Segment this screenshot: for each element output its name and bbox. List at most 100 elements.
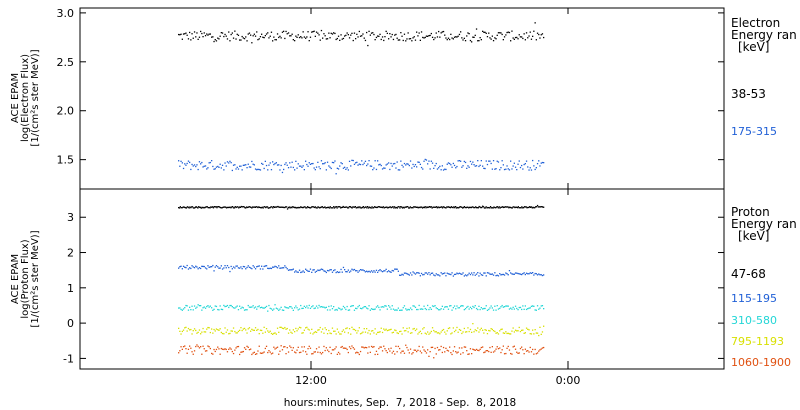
proton-point-310-580 (323, 306, 325, 308)
electron-point-38-53 (447, 37, 450, 39)
electron-point-175-315 (270, 169, 273, 171)
proton-point-47-68 (326, 207, 328, 209)
proton-point-795-1193 (375, 333, 378, 335)
electron-point-175-315 (507, 168, 509, 170)
electron-point-38-53 (368, 30, 370, 32)
proton-point-47-68 (435, 206, 437, 208)
proton-point-115-195 (348, 271, 351, 273)
proton-point-47-68 (191, 206, 194, 208)
proton-point-795-1193 (298, 326, 301, 328)
proton-point-310-580 (397, 307, 399, 309)
proton-point-1060-1900 (362, 346, 364, 348)
proton-point-115-195 (536, 274, 539, 276)
proton-point-795-1193 (524, 332, 526, 334)
electron-point-175-315 (315, 166, 318, 168)
electron-point-175-315 (344, 166, 346, 168)
proton-point-310-580 (346, 305, 348, 308)
electron-point-38-53 (212, 36, 214, 38)
proton-point-310-580 (267, 310, 269, 312)
proton-point-115-195 (311, 271, 313, 273)
electron-point-38-53 (511, 30, 513, 32)
proton-point-795-1193 (412, 328, 414, 330)
electron-point-175-315 (521, 164, 523, 167)
proton-point-115-195 (491, 273, 493, 275)
electron-legend-unit: [keV] (738, 40, 769, 54)
proton-point-1060-1900 (519, 347, 522, 350)
electron-point-175-315 (275, 162, 277, 164)
proton-point-115-195 (512, 273, 514, 275)
electron-point-38-53 (503, 36, 506, 38)
proton-point-795-1193 (235, 332, 237, 334)
proton-point-310-580 (417, 308, 419, 311)
proton-point-1060-1900 (187, 348, 190, 350)
proton-point-47-68 (199, 206, 202, 208)
proton-point-310-580 (284, 306, 286, 308)
proton-point-115-195 (467, 274, 469, 276)
proton-point-310-580 (396, 309, 398, 311)
proton-point-115-195 (362, 269, 364, 271)
proton-point-47-68 (284, 206, 286, 209)
electron-point-38-53 (181, 38, 183, 40)
proton-point-1060-1900 (331, 349, 334, 351)
proton-point-47-68 (245, 206, 248, 208)
proton-point-310-580 (368, 305, 370, 307)
proton-point-47-68 (334, 206, 337, 208)
proton-point-310-580 (258, 305, 260, 307)
proton-point-115-195 (179, 266, 181, 268)
electron-point-175-315 (212, 165, 214, 168)
proton-point-115-195 (295, 270, 297, 272)
electron-point-38-53 (497, 32, 500, 34)
proton-point-795-1193 (202, 327, 204, 330)
proton-point-795-1193 (417, 333, 419, 335)
proton-point-310-580 (298, 308, 301, 310)
proton-point-47-68 (372, 207, 374, 209)
electron-point-38-53 (462, 39, 464, 41)
electron-point-38-53 (472, 36, 474, 38)
proton-point-310-580 (363, 306, 365, 308)
proton-point-795-1193 (242, 328, 244, 330)
proton-point-115-195 (422, 274, 424, 276)
electron-point-38-53 (480, 39, 482, 41)
proton-point-47-68 (492, 207, 494, 209)
electron-point-175-315 (508, 169, 511, 171)
proton-point-310-580 (402, 307, 404, 309)
proton-point-47-68 (376, 206, 378, 209)
proton-point-115-195 (191, 265, 193, 267)
proton-point-115-195 (248, 266, 251, 268)
proton-point-47-68 (210, 206, 212, 208)
proton-point-310-580 (478, 305, 480, 307)
proton-point-795-1193 (251, 328, 253, 330)
proton-point-1060-1900 (449, 346, 451, 348)
proton-point-115-195 (462, 272, 464, 274)
electron-point-175-315 (492, 160, 495, 162)
proton-point-795-1193 (206, 328, 208, 330)
proton-point-47-68 (286, 208, 289, 210)
electron-point-38-53 (253, 33, 255, 35)
electron-point-38-53 (510, 40, 512, 42)
proton-point-47-68 (439, 206, 441, 208)
proton-point-115-195 (384, 270, 386, 272)
proton-point-795-1193 (187, 327, 190, 330)
proton-point-1060-1900 (257, 350, 259, 352)
proton-point-310-580 (434, 305, 436, 307)
proton-point-310-580 (215, 305, 218, 308)
electron-point-38-53 (289, 35, 291, 37)
proton-point-1060-1900 (407, 349, 409, 351)
proton-point-47-68 (207, 207, 209, 209)
proton-point-795-1193 (234, 330, 236, 333)
electron-point-38-53 (265, 33, 268, 35)
electron-point-175-315 (248, 166, 251, 168)
proton-point-47-68 (281, 206, 283, 208)
electron-point-38-53 (262, 36, 264, 38)
proton-point-47-68 (229, 206, 231, 208)
proton-point-115-195 (361, 269, 363, 271)
proton-point-310-580 (186, 305, 188, 307)
proton-point-795-1193 (258, 333, 260, 335)
proton-point-1060-1900 (243, 347, 246, 349)
proton-point-47-68 (201, 206, 203, 208)
electron-point-175-315 (523, 163, 525, 166)
proton-point-1060-1900 (329, 346, 331, 348)
proton-point-795-1193 (312, 333, 314, 335)
proton-point-1060-1900 (193, 350, 196, 352)
proton-point-47-68 (226, 206, 229, 209)
